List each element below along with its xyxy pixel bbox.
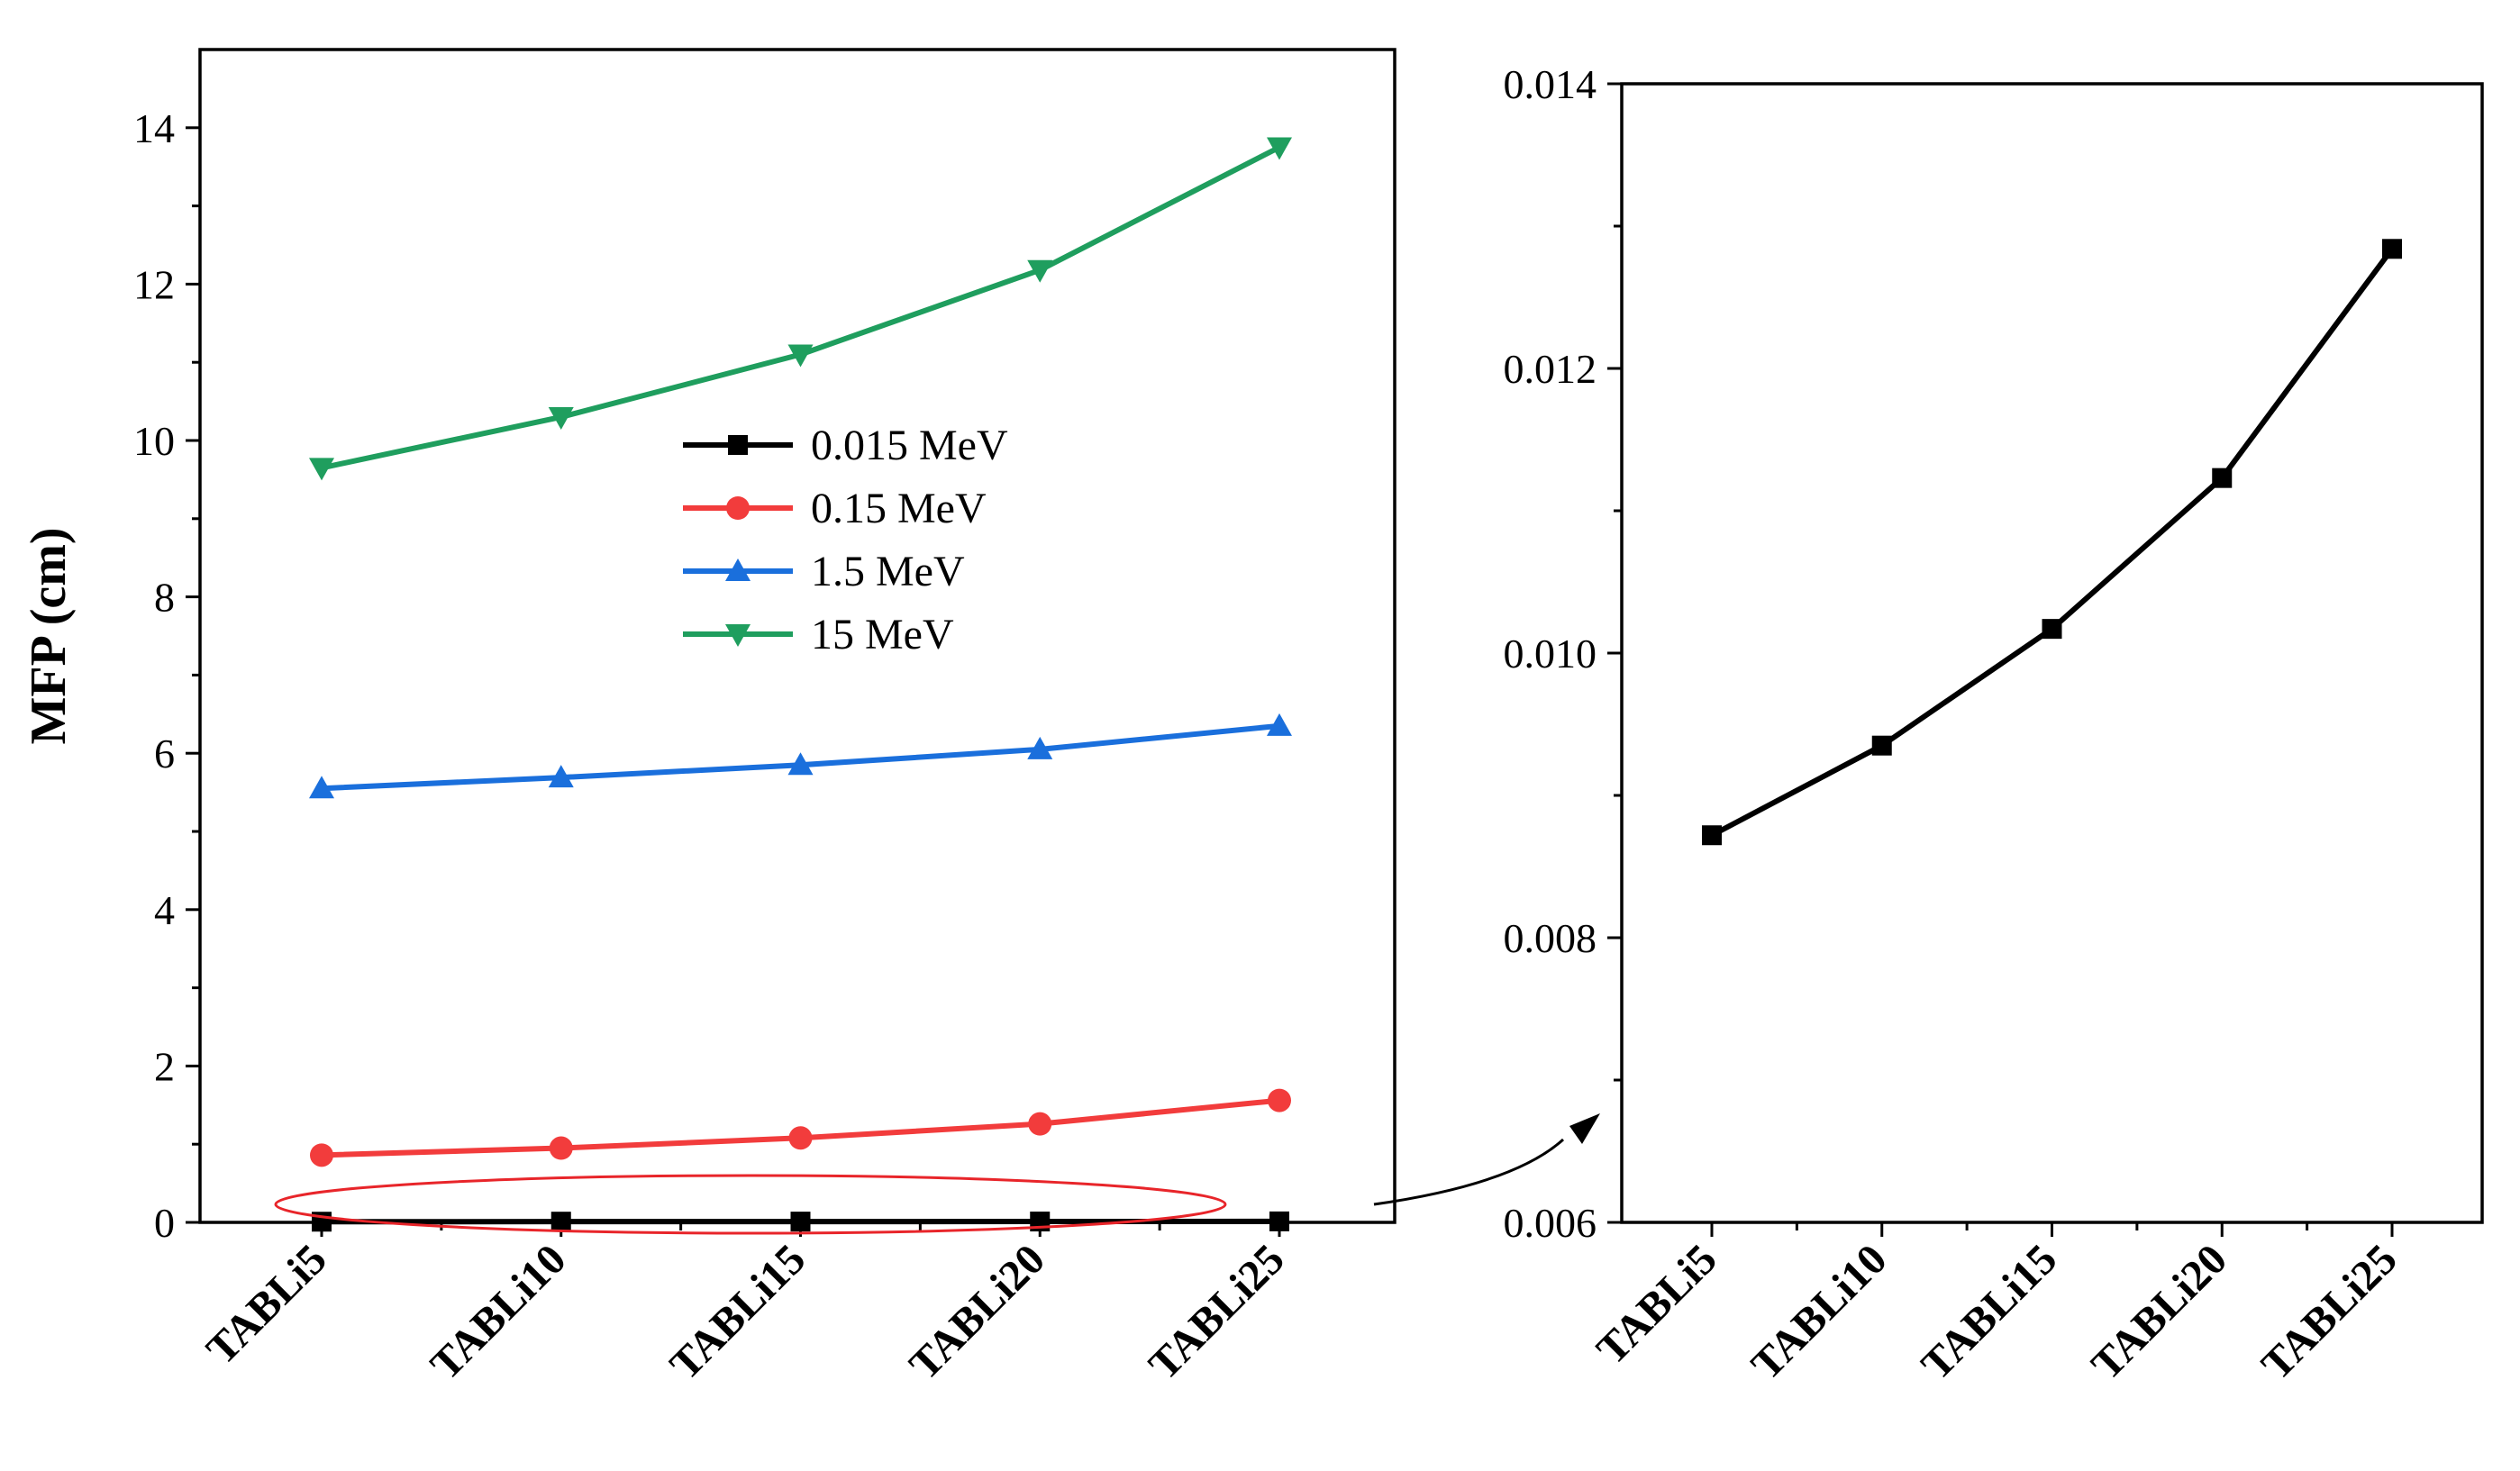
y-tick-label: 0.012 — [1504, 346, 1597, 392]
data-point-marker — [310, 1143, 333, 1167]
x-category-label: TABLi25 — [2252, 1235, 2406, 1389]
y-tick-label: 4 — [154, 887, 175, 933]
data-point-marker — [2382, 239, 2402, 259]
data-point-marker — [1028, 1112, 1052, 1136]
legend-marker — [725, 558, 751, 581]
zoom-arrow-head — [1569, 1113, 1600, 1144]
y-tick-label: 0.008 — [1504, 915, 1597, 961]
legend-label: 0.015 MeV — [811, 422, 1008, 469]
x-category-label: TABLi10 — [422, 1235, 576, 1389]
legend-label: 1.5 MeV — [811, 548, 965, 595]
data-point-marker — [549, 1136, 573, 1160]
x-category-label: TABLi5 — [197, 1235, 336, 1374]
x-category-label: TABLi15 — [1913, 1235, 2067, 1389]
y-tick-label: 0.010 — [1504, 631, 1597, 676]
y-tick-label: 8 — [154, 575, 175, 621]
data-point-marker — [548, 765, 574, 788]
legend-marker — [726, 496, 750, 520]
data-point-marker — [1269, 1211, 1289, 1231]
x-category-label: TABLi10 — [1742, 1235, 1897, 1389]
data-point-marker — [550, 1212, 571, 1232]
data-point-marker — [309, 776, 334, 799]
series-line — [321, 144, 1281, 471]
data-point-marker — [309, 458, 334, 481]
data-point-marker — [787, 752, 814, 776]
data-point-marker — [1267, 137, 1292, 160]
highlight-ellipse — [274, 1174, 1227, 1235]
y-tick-label: 0 — [154, 1200, 175, 1246]
series-line — [1710, 247, 2395, 838]
x-category-label: TABLi20 — [2082, 1235, 2236, 1389]
x-category-label: TABLi20 — [900, 1235, 1054, 1389]
legend-marker — [725, 624, 751, 647]
data-point-marker — [548, 406, 574, 430]
y-tick-label: 14 — [133, 105, 175, 151]
x-category-label: TABLi5 — [1588, 1235, 1726, 1374]
left-chart-panel: 0 2 4 6 8 10 12 14 TABLi5 TABLi10 TABLi15 TABLi20 TA… — [21, 48, 1396, 1389]
data-point-marker — [1871, 735, 1892, 756]
data-point-marker — [2212, 468, 2233, 488]
data-point-marker — [1027, 736, 1053, 759]
y-tick-label: 10 — [133, 418, 175, 464]
data-point-marker — [1268, 1088, 1291, 1112]
legend-label: 15 MeV — [811, 611, 954, 658]
plot-frame — [198, 48, 1396, 1224]
x-category-label: TABLi25 — [1140, 1235, 1294, 1389]
data-point-marker — [2042, 619, 2062, 640]
y-tick-label: 6 — [154, 731, 175, 776]
y-tick-label: 2 — [154, 1043, 175, 1089]
data-point-marker — [787, 344, 814, 368]
y-tick-label: 0.006 — [1504, 1200, 1597, 1246]
legend-marker — [728, 435, 748, 455]
legend-label: 0.15 MeV — [811, 485, 987, 532]
zoom-arrow-line — [1373, 1138, 1565, 1206]
data-point-marker — [1702, 825, 1722, 846]
legend: 0.015 MeV 0.15 MeV 1.5 MeV 15 MeV — [683, 422, 1008, 658]
data-point-marker — [788, 1126, 813, 1150]
y-tick-label: 0.014 — [1504, 61, 1597, 107]
x-category-label: TABLi15 — [661, 1235, 815, 1389]
data-point-marker — [1027, 259, 1053, 283]
y-tick-label: 12 — [133, 261, 175, 307]
zoom-annotation — [274, 1113, 1600, 1235]
y-axis-title: MFP (cm) — [21, 528, 77, 745]
data-point-marker — [1267, 713, 1292, 736]
data-point-marker — [790, 1212, 811, 1232]
plot-frame — [1620, 82, 2484, 1224]
